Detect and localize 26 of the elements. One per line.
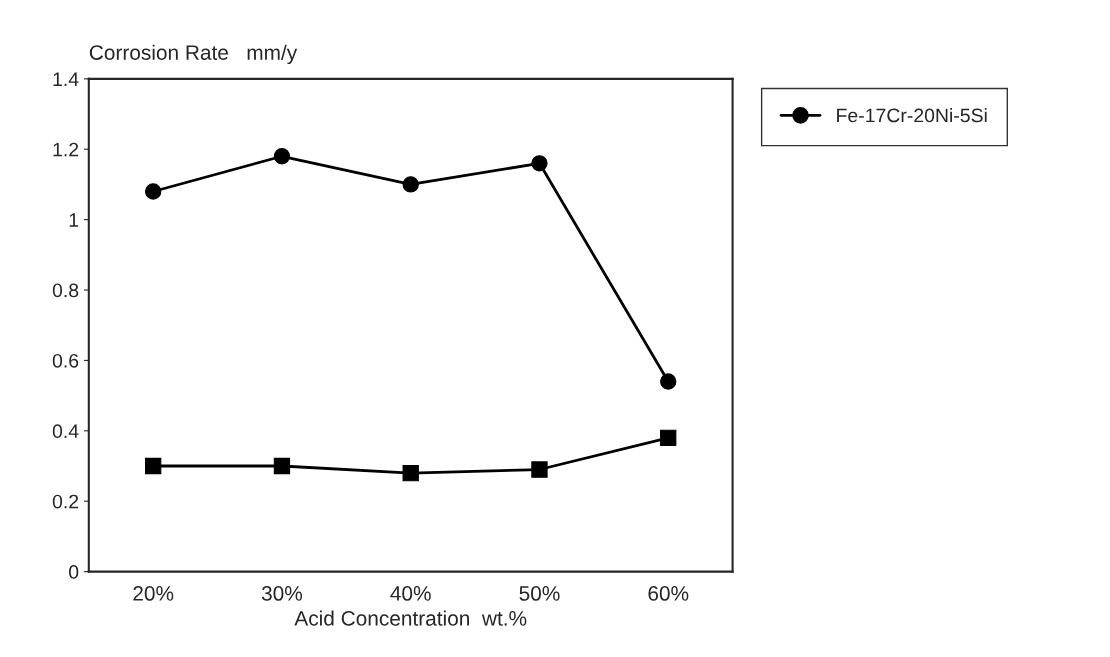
x-axis-title: Acid Concentration wt.%	[294, 610, 527, 626]
point	[402, 176, 419, 193]
x-tick-label: 40%	[390, 586, 431, 601]
y-axis-title: Corrosion Rate mm/y	[89, 44, 298, 65]
y-tick-label: 1.2	[53, 142, 79, 157]
legend-label: Fe-17Cr-20Ni-5Si	[837, 108, 987, 123]
x-tick-label: 50%	[519, 586, 560, 601]
x-tick-label: 30%	[261, 586, 303, 601]
y-tick-label: 0	[69, 565, 79, 579]
point	[273, 457, 291, 475]
point	[145, 183, 162, 200]
point	[531, 461, 548, 478]
y-tick-label: 0.8	[52, 283, 79, 298]
y-tick-label: 0.4	[52, 424, 79, 439]
y-tick-label: 0.2	[52, 494, 79, 509]
y-tick-label: 1	[69, 213, 79, 227]
x-tick-label: 20%	[133, 586, 174, 601]
point	[531, 155, 548, 172]
y-tick-label: 1.4	[53, 72, 79, 86]
point	[660, 429, 677, 446]
point	[402, 464, 419, 482]
x-tick-label: 60%	[648, 586, 689, 601]
point	[273, 148, 291, 165]
y-tick-label: 0.6	[52, 353, 79, 368]
point	[660, 373, 677, 390]
point	[145, 457, 162, 475]
